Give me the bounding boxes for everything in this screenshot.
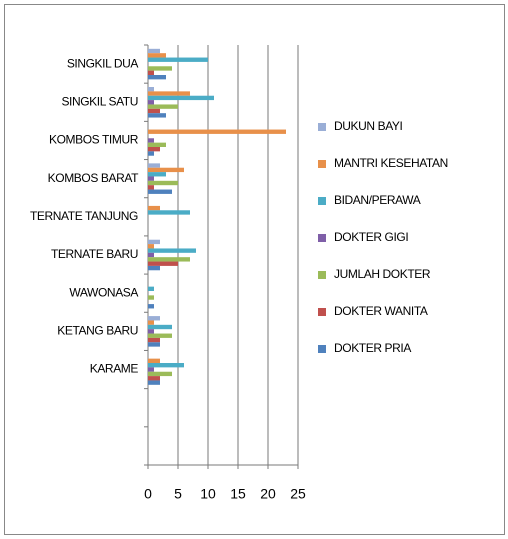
bar: [148, 380, 160, 385]
x-tick-label: 0: [144, 486, 152, 502]
bar: [148, 244, 154, 249]
legend-label: MANTRI KESEHATAN: [334, 156, 448, 170]
bar: [148, 295, 154, 300]
legend-label: DUKUN BAYI: [334, 119, 403, 133]
y-tick-label: KOMBOS BARAT: [48, 171, 139, 185]
legend-swatch: [318, 308, 326, 316]
bar: [148, 147, 160, 152]
bar: [148, 167, 184, 173]
bar: [148, 205, 160, 211]
bar: [148, 324, 172, 330]
bar: [148, 320, 154, 325]
x-tick-label: 25: [290, 486, 306, 502]
bar: [148, 100, 154, 105]
bar: [148, 358, 160, 363]
y-tick-label: SINGKIL SATU: [61, 94, 138, 108]
legend-swatch: [318, 345, 326, 353]
y-tick-label: KETANG BARU: [57, 324, 138, 338]
bar: [148, 367, 154, 372]
bar: [148, 329, 154, 334]
bar: [148, 91, 190, 96]
bar: [148, 66, 172, 71]
bar: [148, 129, 286, 134]
bar: [148, 172, 166, 177]
bar: [148, 108, 160, 114]
y-tick-label: KARAME: [90, 362, 139, 376]
bar: [148, 248, 196, 253]
bar: [148, 104, 178, 109]
bar: [148, 189, 172, 194]
legend-label: JUMLAH DOKTER: [334, 267, 431, 281]
bar: [148, 333, 172, 338]
bar: [148, 95, 214, 101]
bar: [148, 376, 160, 381]
bar: [148, 239, 160, 245]
bar: [148, 210, 190, 215]
bar: [148, 75, 166, 80]
bar: [148, 48, 160, 54]
bar: [148, 163, 160, 168]
chart-frame: [4, 4, 505, 535]
bar: [148, 151, 154, 156]
bar: [148, 70, 154, 75]
legend-swatch: [318, 197, 326, 205]
legend-label: DOKTER PRIA: [334, 341, 411, 355]
bar: [148, 304, 154, 309]
bar: [148, 185, 154, 190]
y-tick-label: WAWONASA: [69, 285, 138, 299]
y-tick-label: TERNATE TANJUNG: [30, 209, 138, 223]
bar: [148, 371, 172, 377]
bar: [148, 180, 178, 186]
legend-swatch: [318, 234, 326, 242]
legend-label: DOKTER WANITA: [334, 304, 428, 318]
bar: [148, 316, 160, 321]
bar: [148, 53, 166, 58]
y-tick-label: KOMBOS TIMUR: [49, 133, 139, 147]
x-tick-label: 5: [174, 486, 182, 502]
legend-label: BIDAN/PERAWA: [334, 193, 421, 207]
bar: [148, 261, 178, 266]
bar: [148, 342, 160, 347]
bar: [148, 142, 166, 147]
x-tick-label: 15: [230, 486, 246, 502]
legend-label: DOKTER GIGI: [334, 230, 408, 244]
bar: [148, 265, 160, 271]
bar: [148, 57, 208, 62]
legend-swatch: [318, 160, 326, 168]
bar: [148, 337, 160, 343]
bar: [148, 113, 166, 118]
bar: [148, 363, 184, 368]
bar: [148, 252, 154, 258]
legend-swatch: [318, 123, 326, 131]
bar: [148, 286, 154, 291]
x-tick-label: 10: [200, 486, 216, 502]
y-tick-label: SINGKIL DUA: [67, 56, 139, 70]
bar: [148, 176, 154, 181]
legend-swatch: [318, 271, 326, 279]
bar: [148, 138, 154, 143]
y-tick-label: TERNATE BARU: [51, 247, 138, 261]
bar: [148, 257, 190, 262]
x-tick-label: 20: [260, 486, 276, 502]
bar: [148, 87, 154, 92]
